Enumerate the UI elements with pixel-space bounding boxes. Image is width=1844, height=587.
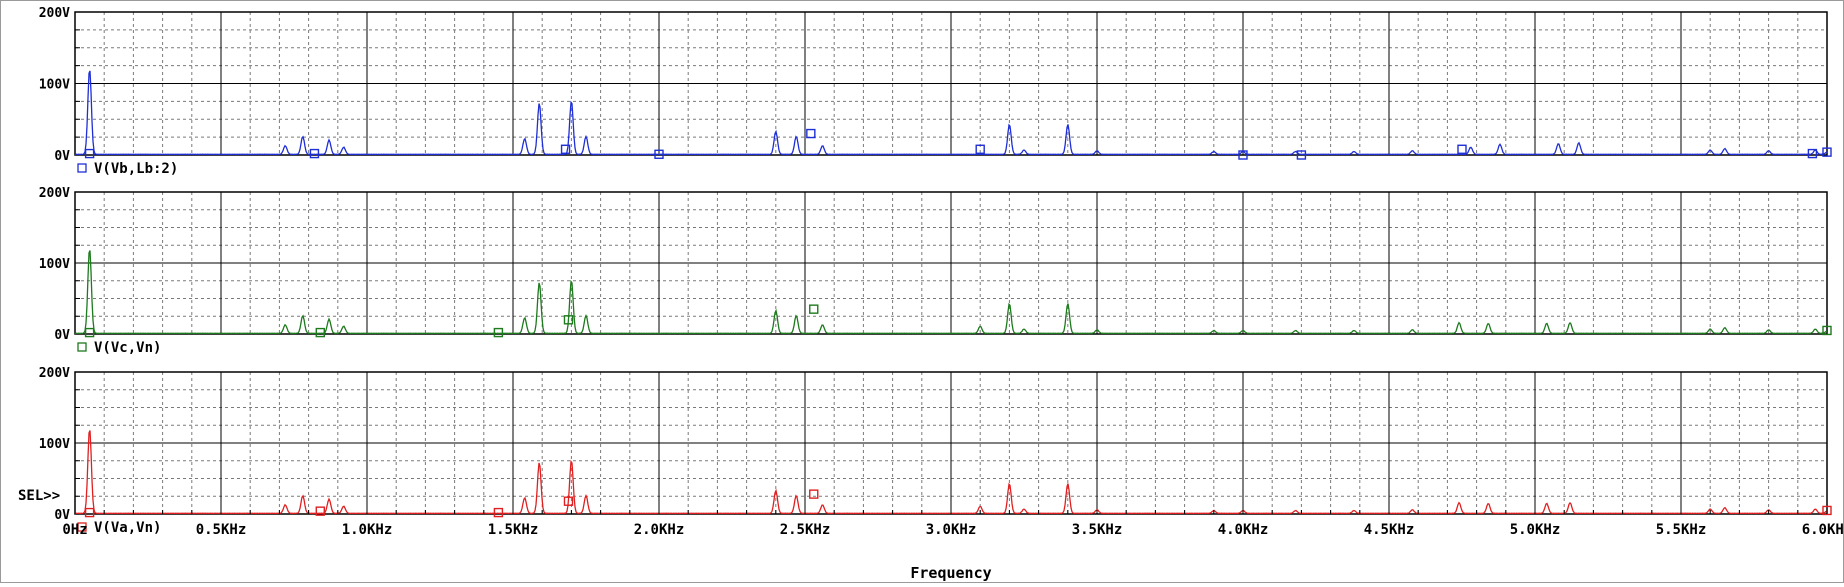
x-tick-label: 5.0KHz: [1510, 522, 1561, 538]
trace-marker: [1239, 151, 1247, 159]
x-tick-label: 1.5KHz: [488, 522, 539, 538]
legend-symbol: [78, 343, 86, 351]
legend-label: V(Vc,Vn): [94, 340, 161, 356]
y-tick-label: 100V: [39, 78, 70, 93]
trace-marker: [316, 507, 324, 515]
trace-marker: [1458, 145, 1466, 153]
y-tick-label: 100V: [39, 437, 70, 452]
trace-marker: [810, 305, 818, 313]
x-tick-label: 0.5KHz: [196, 522, 247, 538]
trace-marker: [562, 145, 570, 153]
x-tick-label: 4.0KHz: [1218, 522, 1269, 538]
trace-marker: [976, 145, 984, 153]
sel-marker: SEL>>: [18, 488, 60, 504]
y-tick-label: 0V: [54, 328, 70, 343]
x-tick-label: 0Hz: [62, 522, 87, 538]
x-tick-label: 3.0KHz: [926, 522, 977, 538]
legend-symbol: [78, 164, 86, 172]
y-tick-label: 0V: [54, 508, 70, 523]
y-tick-label: 100V: [39, 257, 70, 272]
legend-label: V(Va,Vn): [94, 520, 161, 536]
trace-marker: [655, 150, 663, 158]
x-tick-label: 1.0KHz: [342, 522, 393, 538]
trace-marker: [1297, 151, 1305, 159]
y-tick-label: 200V: [39, 366, 70, 381]
trace-marker: [86, 150, 94, 158]
legend-label: V(Vb,Lb:2): [94, 161, 178, 177]
x-tick-label: 2.0KHz: [634, 522, 685, 538]
trace-marker: [1823, 326, 1831, 334]
x-tick-label: 3.5KHz: [1072, 522, 1123, 538]
y-tick-label: 0V: [54, 149, 70, 164]
trace-marker: [564, 497, 572, 505]
x-tick-label: 5.5KHz: [1656, 522, 1707, 538]
x-tick-label: 6.0KHz: [1802, 522, 1844, 538]
trace-marker: [1808, 150, 1816, 158]
trace-marker: [564, 316, 572, 324]
trace-marker: [494, 509, 502, 517]
trace-marker: [86, 329, 94, 337]
trace-marker: [494, 329, 502, 337]
trace-marker: [316, 329, 324, 337]
x-tick-label: 2.5KHz: [780, 522, 831, 538]
trace-marker: [86, 509, 94, 517]
x-tick-label: 4.5KHz: [1364, 522, 1415, 538]
x-axis-title: Frequency: [910, 564, 991, 582]
trace-marker: [810, 490, 818, 498]
y-tick-label: 200V: [39, 6, 70, 21]
trace-marker: [310, 150, 318, 158]
trace-marker: [807, 130, 815, 138]
y-tick-label: 200V: [39, 186, 70, 201]
trace-marker: [1823, 148, 1831, 156]
